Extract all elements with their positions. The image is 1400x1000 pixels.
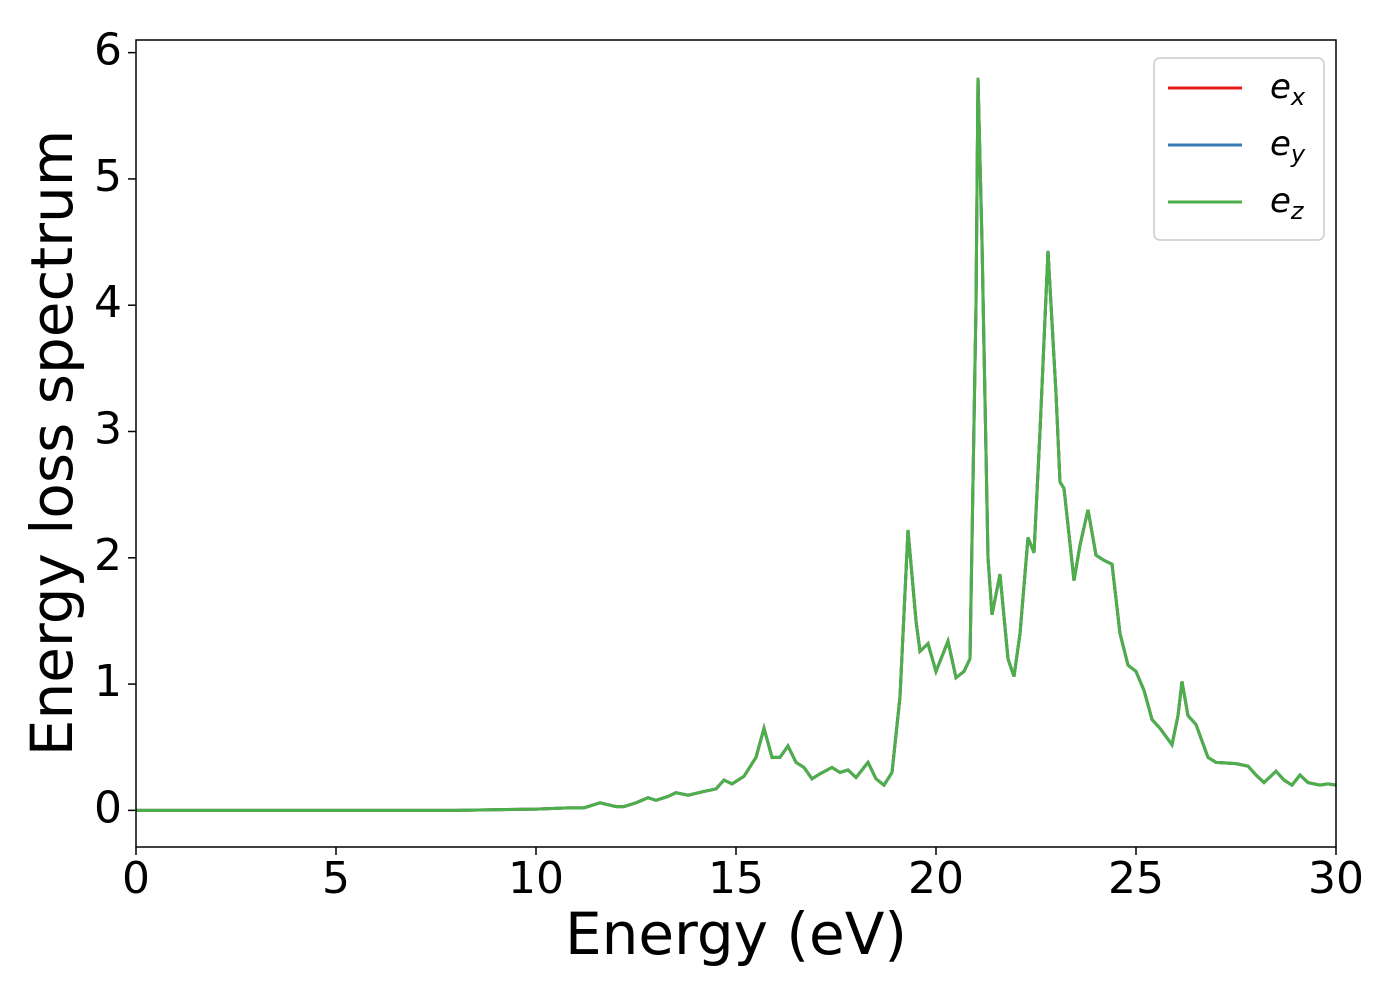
y-tick-label: 5 [94,151,122,202]
plot-frame [135,39,1337,848]
legend-label: ex [1270,67,1306,112]
x-tick-label: 10 [508,853,564,904]
x-tick-label: 30 [1308,853,1364,904]
x-tick-label: 5 [322,853,350,904]
y-tick-label: 4 [94,277,122,328]
y-tick-label: 6 [94,25,122,76]
y-tick-label: 3 [94,404,122,455]
x-tick-label: 20 [908,853,964,904]
y-tick-label: 1 [94,656,122,707]
x-tick-label: 15 [708,853,764,904]
data-line [136,77,1336,812]
legend-label: ez [1270,181,1305,226]
y-tick-label: 0 [94,782,122,833]
legend-box [1153,57,1325,241]
y-tick-label: 2 [94,530,122,581]
legend-label: ey [1270,124,1306,169]
x-tick-label: 25 [1108,853,1164,904]
y-axis-label: Energy loss spectrum [18,130,86,756]
x-axis-label: Energy (eV) [565,900,907,968]
x-tick-label: 0 [122,853,150,904]
